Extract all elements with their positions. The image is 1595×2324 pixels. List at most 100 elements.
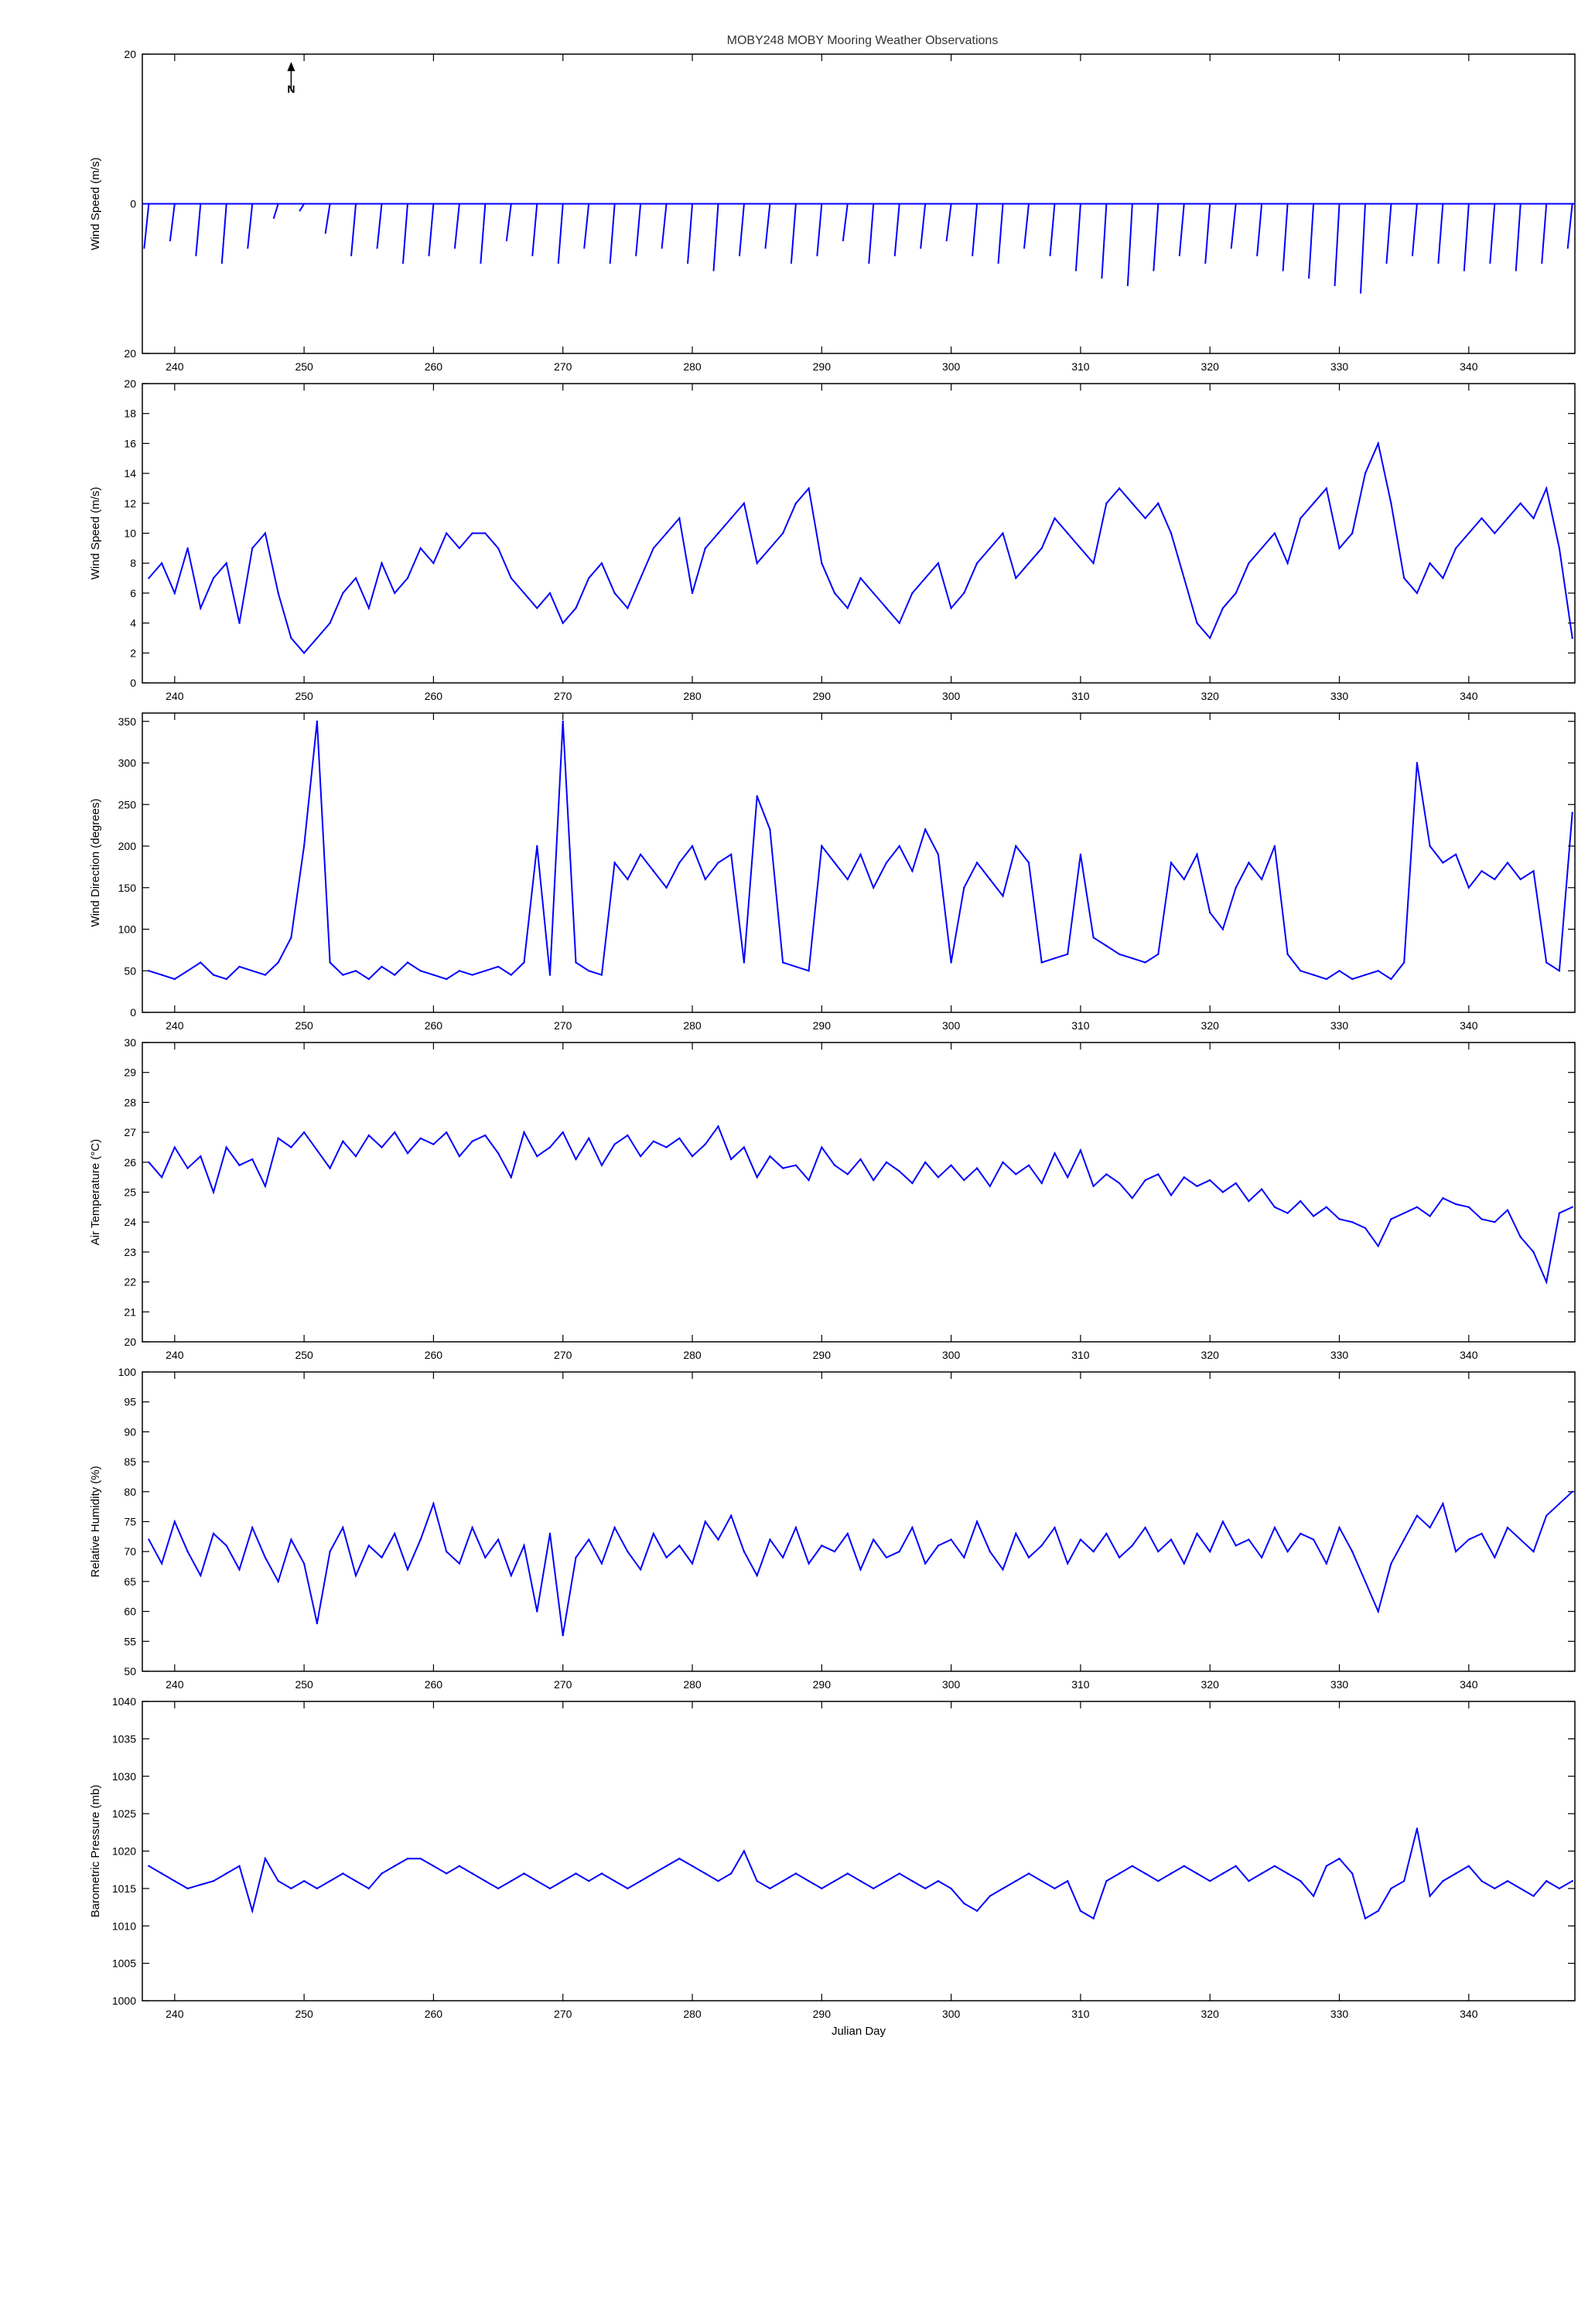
data-point	[1403, 577, 1405, 579]
data-point	[1092, 1185, 1095, 1188]
data-point	[846, 1173, 849, 1176]
data-point	[1442, 1503, 1444, 1505]
data-point	[613, 1527, 616, 1529]
data-point	[575, 961, 577, 964]
data-point	[536, 1155, 538, 1158]
y-tick-label: 20	[124, 347, 136, 360]
data-point	[1416, 1514, 1419, 1517]
x-tick-label: 330	[1330, 1349, 1349, 1361]
data-point	[1558, 1503, 1561, 1505]
wind-stick	[1489, 203, 1496, 264]
data-point	[510, 577, 512, 579]
data-point	[730, 517, 733, 520]
data-point	[200, 1575, 202, 1577]
data-point	[1571, 1206, 1573, 1209]
data-point	[1558, 970, 1561, 972]
data-point	[1105, 1880, 1108, 1882]
data-point	[1286, 1551, 1289, 1553]
wind-stick	[790, 203, 797, 264]
data-point	[859, 1880, 862, 1882]
data-point	[1558, 1887, 1561, 1890]
x-tick-label: 250	[295, 1678, 313, 1691]
data-point	[497, 1538, 500, 1541]
data-point	[704, 1520, 706, 1523]
data-point	[613, 1880, 616, 1882]
x-tick-label: 240	[166, 1019, 184, 1032]
y-tick-label: 28	[124, 1096, 136, 1108]
y-tick-label: 16	[124, 437, 136, 449]
data-point	[1144, 517, 1146, 520]
data-point	[1221, 607, 1224, 609]
wind-stick	[1049, 203, 1056, 257]
data-point	[613, 862, 616, 864]
data-point	[1054, 1152, 1056, 1155]
data-point	[548, 1532, 552, 1535]
data-point	[1015, 845, 1017, 848]
data-point	[1351, 1551, 1354, 1553]
data-point	[1054, 1527, 1056, 1529]
data-point	[885, 1880, 888, 1882]
data-point	[691, 592, 694, 595]
data-point	[342, 592, 344, 595]
data-point	[975, 862, 979, 864]
y-tick-label: 2	[130, 647, 136, 659]
x-tick-label: 270	[554, 360, 572, 373]
data-point	[419, 1538, 422, 1541]
wind-stick	[738, 203, 745, 257]
data-point	[446, 978, 448, 981]
data-point	[588, 1880, 590, 1882]
data-point	[756, 562, 758, 565]
data-point	[1131, 502, 1134, 504]
data-point	[302, 1562, 306, 1565]
data-point	[1260, 547, 1263, 550]
wind-stick	[842, 203, 849, 241]
data-point	[756, 795, 758, 797]
data-point	[821, 1544, 823, 1547]
data-point	[1260, 1556, 1263, 1559]
x-tick-label: 310	[1071, 1349, 1090, 1361]
x-tick-label: 270	[554, 1678, 572, 1691]
data-point	[665, 532, 668, 534]
data-point	[1092, 937, 1095, 939]
data-point	[691, 1865, 694, 1867]
data-point	[1481, 517, 1483, 520]
data-point	[975, 1167, 979, 1169]
data-point	[264, 974, 267, 976]
data-point	[873, 886, 875, 889]
data-point	[1221, 1872, 1224, 1875]
data-point	[588, 1538, 590, 1541]
data-point	[1519, 1887, 1522, 1890]
wind-stick	[1282, 203, 1289, 271]
data-point	[873, 592, 875, 595]
wind-stick	[687, 203, 694, 264]
y-tick-label: 50	[124, 1665, 136, 1677]
data-point	[1131, 1544, 1134, 1547]
data-point	[743, 1146, 746, 1148]
data-point	[329, 961, 331, 964]
data-point	[1325, 978, 1328, 981]
data-point	[523, 1872, 525, 1875]
data-point	[1494, 1221, 1496, 1223]
data-point	[1532, 517, 1535, 520]
data-point	[1221, 928, 1224, 930]
data-point	[652, 1140, 654, 1142]
data-point	[1403, 1880, 1405, 1882]
y-tick-label: 350	[118, 715, 137, 728]
data-point	[1364, 1580, 1367, 1583]
data-point	[781, 532, 784, 534]
data-point	[354, 1155, 357, 1158]
data-point	[911, 870, 914, 872]
data-point	[160, 974, 163, 976]
data-point	[1067, 1176, 1069, 1179]
data-point	[873, 1887, 875, 1890]
data-point	[1027, 1556, 1030, 1559]
data-point	[484, 970, 487, 972]
data-point	[1429, 562, 1431, 565]
y-tick-label: 20	[124, 377, 136, 390]
data-point	[523, 1544, 525, 1547]
y-axis-label: Relative Humidity (%)	[89, 1466, 102, 1577]
data-point	[1054, 957, 1056, 960]
data-point	[1092, 562, 1095, 565]
wind-stick	[583, 203, 590, 249]
wind-stick	[505, 203, 512, 241]
